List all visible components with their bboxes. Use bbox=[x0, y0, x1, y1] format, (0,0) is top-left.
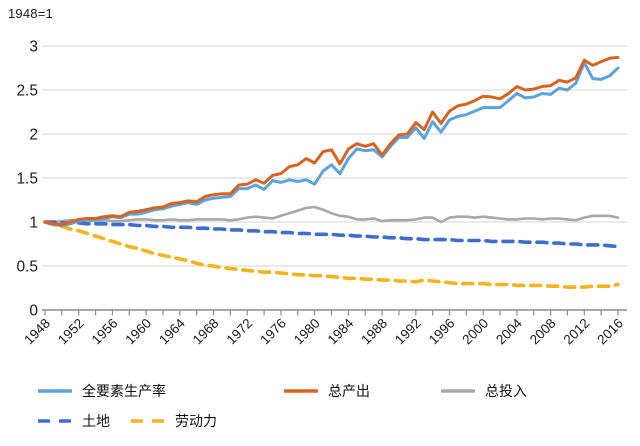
legend-label-input: 总投入 bbox=[485, 383, 527, 399]
svg-text:0.5: 0.5 bbox=[16, 259, 38, 276]
legend-label-tfp: 全要素生产率 bbox=[82, 383, 166, 399]
svg-text:3: 3 bbox=[29, 39, 38, 56]
series-line-tfp bbox=[43, 61, 620, 227]
svg-text:1980: 1980 bbox=[291, 316, 323, 348]
legend-label-land: 土地 bbox=[82, 413, 110, 429]
svg-text:1996: 1996 bbox=[426, 316, 458, 348]
series-line-output bbox=[43, 55, 620, 227]
svg-text:1976: 1976 bbox=[257, 316, 289, 348]
svg-text:1: 1 bbox=[29, 215, 38, 232]
legend-item-tfp: 全要素生产率 bbox=[37, 383, 166, 399]
svg-text:1968: 1968 bbox=[190, 316, 222, 348]
svg-text:2004: 2004 bbox=[493, 315, 525, 347]
x-axis bbox=[42, 309, 627, 316]
series-line-labor bbox=[43, 220, 620, 289]
legend-line-input-icon bbox=[440, 387, 476, 395]
svg-text:2008: 2008 bbox=[527, 316, 559, 348]
svg-text:1972: 1972 bbox=[224, 316, 256, 348]
legend-line-tfp-icon bbox=[37, 387, 73, 395]
svg-text:1952: 1952 bbox=[55, 316, 87, 348]
svg-text:1964: 1964 bbox=[156, 315, 188, 347]
legend-line-labor-icon bbox=[130, 417, 166, 425]
svg-text:1984: 1984 bbox=[325, 315, 357, 347]
svg-text:2.5: 2.5 bbox=[16, 83, 38, 100]
legend-item-output: 总产出 bbox=[283, 383, 370, 399]
series-line-input bbox=[43, 205, 620, 224]
svg-text:1988: 1988 bbox=[358, 316, 390, 348]
legend-label-labor: 劳动力 bbox=[175, 413, 217, 429]
svg-text:0: 0 bbox=[29, 303, 38, 320]
svg-text:1992: 1992 bbox=[392, 316, 424, 348]
svg-text:1960: 1960 bbox=[122, 316, 154, 348]
svg-text:2012: 2012 bbox=[561, 316, 593, 348]
legend-label-output: 总产出 bbox=[328, 383, 370, 399]
legend-line-land-icon bbox=[37, 417, 73, 425]
svg-text:1948: 1948 bbox=[21, 316, 53, 348]
legend-item-land: 土地 bbox=[37, 413, 110, 429]
svg-text:2016: 2016 bbox=[594, 316, 626, 348]
legend-item-input: 总投入 bbox=[440, 383, 527, 399]
legend-line-output-icon bbox=[283, 387, 319, 395]
svg-text:2000: 2000 bbox=[459, 316, 491, 348]
x-axis-labels: 1948 1952 1956 1960 1964 1968 1972 1976 1980 1984… bbox=[21, 315, 626, 347]
svg-text:1.5: 1.5 bbox=[16, 171, 38, 188]
axis-unit-note: 1948=1 bbox=[8, 6, 53, 21]
legend-item-labor: 劳动力 bbox=[130, 413, 217, 429]
series-line-land bbox=[43, 220, 620, 249]
svg-text:1956: 1956 bbox=[89, 316, 121, 348]
y-axis-labels: 0 0.5 1 1.5 2 2.5 3 bbox=[16, 39, 38, 320]
svg-text:2: 2 bbox=[29, 127, 38, 144]
